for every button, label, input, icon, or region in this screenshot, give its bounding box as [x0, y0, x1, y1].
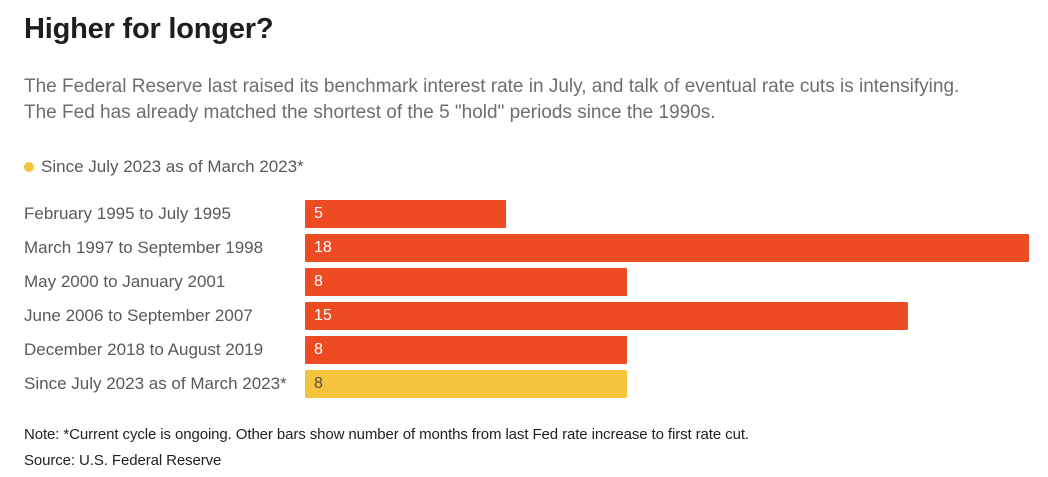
bar-track: 8	[305, 336, 1029, 364]
source-text: Source: U.S. Federal Reserve	[24, 452, 222, 469]
chart-row: June 2006 to September 2007 15	[24, 302, 1029, 330]
bar-value-label: 8	[314, 375, 323, 392]
bar-chart: February 1995 to July 1995 5 March 1997 to…	[24, 200, 1029, 404]
bar: 5	[305, 200, 507, 228]
bar: 18	[305, 234, 1029, 262]
chart-subtitle-line2: The Fed has already matched the shortest…	[24, 102, 716, 123]
bar-track: 18	[305, 234, 1029, 262]
bar-category-label: June 2006 to September 2007	[24, 306, 253, 325]
chart-subtitle: The Federal Reserve last raised its benc…	[24, 74, 959, 126]
bar-category-label: March 1997 to September 1998	[24, 238, 264, 257]
bar-value-label: 8	[314, 273, 323, 290]
note-text: Note: *Current cycle is ongoing. Other b…	[24, 426, 749, 443]
bar-category-label: February 1995 to July 1995	[24, 204, 231, 223]
bar-value-label: 15	[314, 307, 332, 324]
chart-row: February 1995 to July 1995 5	[24, 200, 1029, 228]
chart-subtitle-line1: The Federal Reserve last raised its benc…	[24, 76, 960, 97]
chart-row: May 2000 to January 2001 8	[24, 268, 1029, 296]
bar-value-label: 5	[314, 205, 323, 222]
page-title: Higher for longer?	[24, 13, 274, 45]
bar-track: 8	[305, 370, 1029, 398]
bar-track: 15	[305, 302, 1029, 330]
legend-label: Since July 2023 as of March 2023*	[41, 157, 304, 176]
bar-track: 5	[305, 200, 1029, 228]
bar-category-label: Since July 2023 as of March 2023*	[24, 374, 287, 393]
chart-row: Since July 2023 as of March 2023* 8	[24, 370, 1029, 398]
chart-row: December 2018 to August 2019 8	[24, 336, 1029, 364]
bar-highlight: 8	[305, 370, 627, 398]
bar-track: 8	[305, 268, 1029, 296]
legend-dot-icon	[24, 162, 34, 172]
bar: 8	[305, 268, 627, 296]
chart-row: March 1997 to September 1998 18	[24, 234, 1029, 262]
bar: 8	[305, 336, 627, 364]
bar: 15	[305, 302, 909, 330]
bar-category-label: May 2000 to January 2001	[24, 272, 226, 291]
bar-value-label: 8	[314, 341, 323, 358]
chart-legend: Since July 2023 as of March 2023*	[24, 157, 304, 177]
bar-value-label: 18	[314, 239, 332, 256]
bar-category-label: December 2018 to August 2019	[24, 340, 264, 359]
